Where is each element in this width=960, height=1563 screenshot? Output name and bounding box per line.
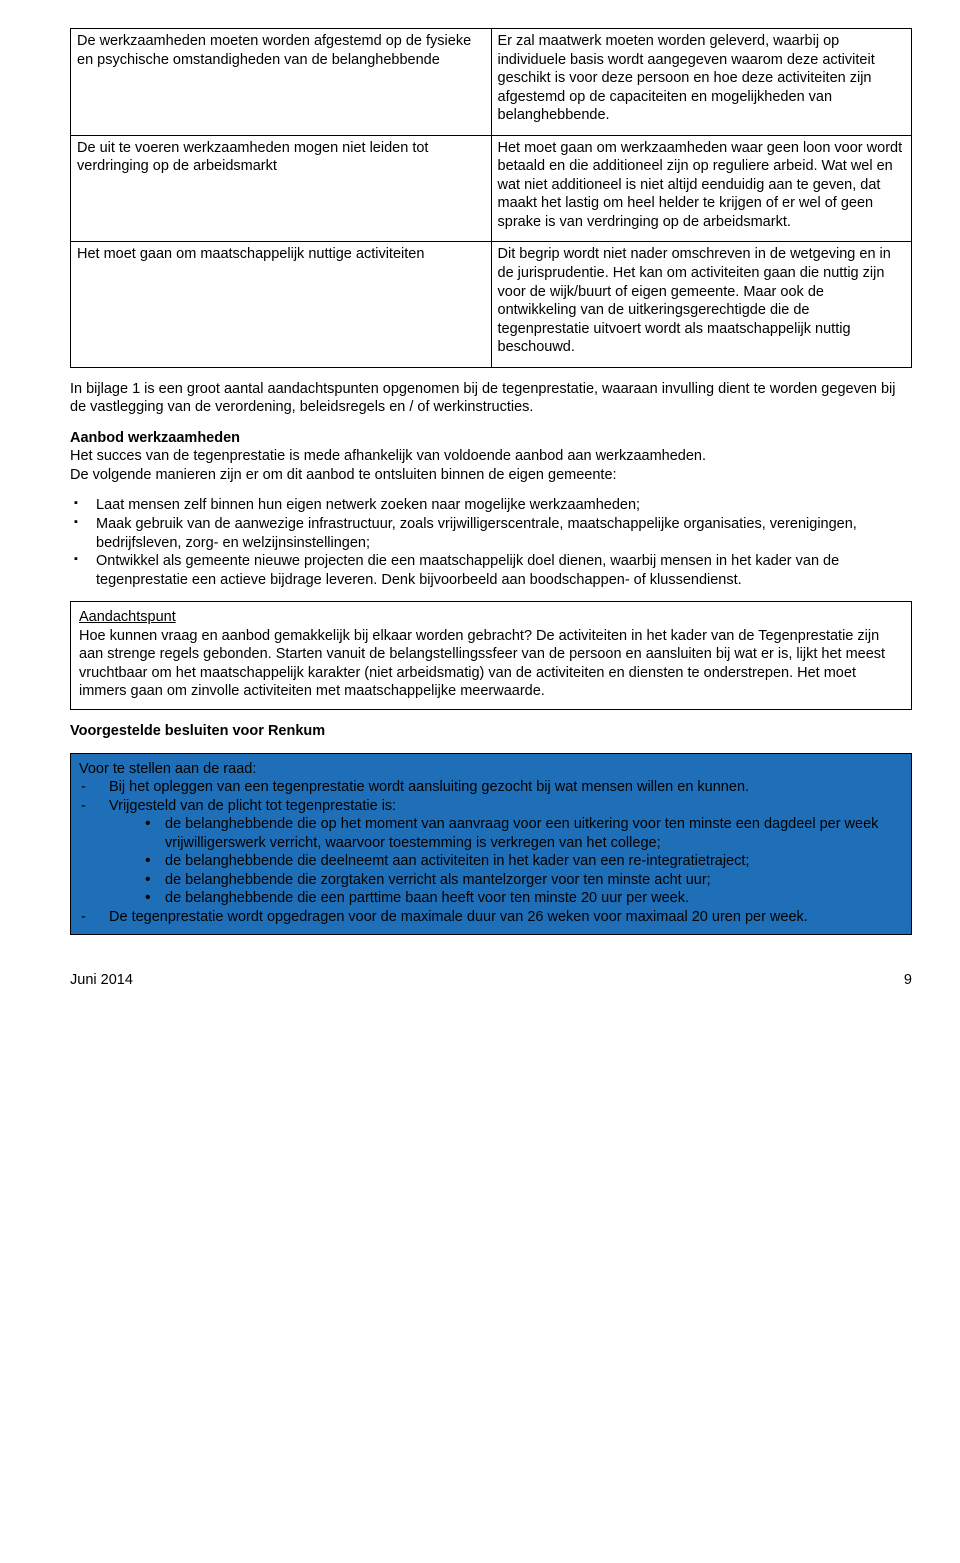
page-container: De werkzaamheden moeten worden afgestemd… bbox=[0, 0, 960, 1010]
table-cell-right: Het moet gaan om werkzaamheden waar geen… bbox=[491, 135, 912, 242]
table-cell-left: De uit te voeren werkzaamheden mogen nie… bbox=[71, 135, 492, 242]
dash-item: Bij het opleggen van een tegenprestatie … bbox=[79, 778, 903, 797]
dot-item: de belanghebbende die een parttime baan … bbox=[109, 889, 903, 908]
dot-item: de belanghebbende die op het moment van … bbox=[109, 815, 903, 852]
aandachtspunt-heading: Aandachtspunt bbox=[79, 608, 903, 627]
list-item: Maak gebruik van de aanwezige infrastruc… bbox=[70, 515, 912, 552]
table-cell-right: Er zal maatwerk moeten worden geleverd, … bbox=[491, 29, 912, 136]
dot-item: de belanghebbende die deelneemt aan acti… bbox=[109, 852, 903, 871]
table-cell-right: Dit begrip wordt niet nader omschreven i… bbox=[491, 242, 912, 367]
aanbod-line1: Het succes van de tegenprestatie is mede… bbox=[70, 448, 706, 464]
table-cell-left: Het moet gaan om maatschappelijk nuttige… bbox=[71, 242, 492, 367]
dash-item: De tegenprestatie wordt opgedragen voor … bbox=[79, 908, 903, 927]
dash-item: Vrijgesteld van de plicht tot tegenprest… bbox=[79, 797, 903, 908]
aanbod-bullet-list: Laat mensen zelf binnen hun eigen netwer… bbox=[70, 496, 912, 589]
page-footer: Juni 2014 9 bbox=[70, 971, 912, 990]
aandachtspunt-box: Aandachtspunt Hoe kunnen vraag en aanbod… bbox=[70, 601, 912, 710]
aandachtspunt-body: Hoe kunnen vraag en aanbod gemakkelijk b… bbox=[79, 627, 903, 701]
footer-date: Juni 2014 bbox=[70, 971, 133, 990]
table-row: Het moet gaan om maatschappelijk nuttige… bbox=[71, 242, 912, 367]
table-row: De werkzaamheden moeten worden afgestemd… bbox=[71, 29, 912, 136]
table-cell-left: De werkzaamheden moeten worden afgestemd… bbox=[71, 29, 492, 136]
list-item: Laat mensen zelf binnen hun eigen netwer… bbox=[70, 496, 912, 515]
dash-item-text: Vrijgesteld van de plicht tot tegenprest… bbox=[109, 798, 396, 814]
bluebox-intro: Voor te stellen aan de raad: bbox=[79, 760, 903, 779]
decision-box: Voor te stellen aan de raad: Bij het opl… bbox=[70, 753, 912, 936]
dot-item: de belanghebbende die zorgtaken verricht… bbox=[109, 871, 903, 890]
aanbod-line2: De volgende manieren zijn er om dit aanb… bbox=[70, 467, 617, 483]
criteria-table: De werkzaamheden moeten worden afgestemd… bbox=[70, 28, 912, 368]
list-item: Ontwikkel als gemeente nieuwe projecten … bbox=[70, 552, 912, 589]
footer-page-number: 9 bbox=[904, 971, 912, 990]
section-heading-voorgestelde: Voorgestelde besluiten voor Renkum bbox=[70, 722, 912, 741]
table-row: De uit te voeren werkzaamheden mogen nie… bbox=[71, 135, 912, 242]
intro-paragraph: In bijlage 1 is een groot aantal aandach… bbox=[70, 380, 912, 417]
section-heading-aanbod: Aanbod werkzaamheden bbox=[70, 430, 240, 446]
